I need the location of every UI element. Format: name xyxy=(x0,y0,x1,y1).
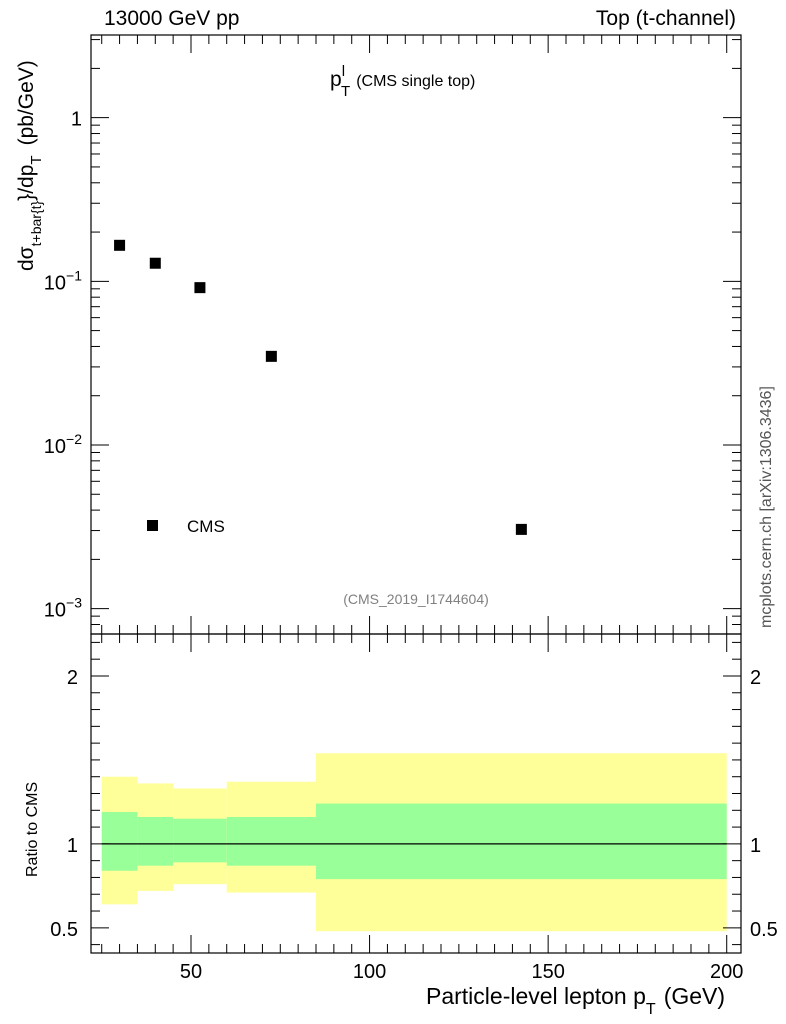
header-process-label: 13000 GeV pp xyxy=(104,7,240,30)
y-tick-label-main: 10−3 xyxy=(44,595,82,622)
header-channel-label: Top (t-channel) xyxy=(595,7,736,30)
data-point-1 xyxy=(149,257,161,269)
ratio-band-inner-3 xyxy=(226,817,316,866)
data-point-4 xyxy=(515,523,527,535)
y-tick-label-ratio-left: 0.5 xyxy=(50,919,78,941)
ratio-band-inner-2 xyxy=(173,818,227,863)
x-tick-label: 100 xyxy=(353,961,386,983)
x-axis-label: Particle-level lepton pT(GeV) xyxy=(426,983,725,1018)
legend-label: CMS xyxy=(187,517,225,536)
ratio-bands xyxy=(101,753,727,932)
ratio-band-inner-0 xyxy=(101,811,138,871)
y-tick-label-main: 10−2 xyxy=(44,431,82,458)
y-tick-label-main: 1 xyxy=(71,109,82,131)
data-markers xyxy=(114,239,527,535)
x-tick-label: 50 xyxy=(180,961,202,983)
y-tick-label-ratio-right: 2 xyxy=(750,667,761,689)
x-tick-label: 150 xyxy=(531,961,564,983)
legend-marker xyxy=(147,520,158,531)
data-point-0 xyxy=(114,239,126,251)
ratio-y-axis-label: Ratio to CMS xyxy=(24,782,41,877)
data-point-2 xyxy=(194,282,206,294)
y-tick-label-ratio-right: 1 xyxy=(750,835,761,857)
ratio-band-inner-1 xyxy=(137,817,174,866)
axis-ticks: 50 100 150 200 10−3 10−2 10−1 1 0.5 0.5 1 1 2 2 xyxy=(44,35,778,983)
data-point-3 xyxy=(265,350,277,362)
main-y-axis-label: dσt+bar{t}}/dpT(pb/GeV) xyxy=(15,60,45,271)
analysis-reference: (CMS_2019_I1744604) xyxy=(343,591,489,607)
ratio-band-inner-4 xyxy=(316,803,727,880)
main-plot-frame xyxy=(90,34,742,635)
y-tick-label-ratio-right: 0.5 xyxy=(750,919,778,941)
y-tick-label-ratio-left: 2 xyxy=(67,667,78,689)
y-tick-label-main: 10−1 xyxy=(44,267,82,294)
plot-title: pl T(CMS single top) xyxy=(330,63,475,100)
x-tick-label: 200 xyxy=(710,961,743,983)
y-tick-label-ratio-left: 1 xyxy=(67,835,78,857)
